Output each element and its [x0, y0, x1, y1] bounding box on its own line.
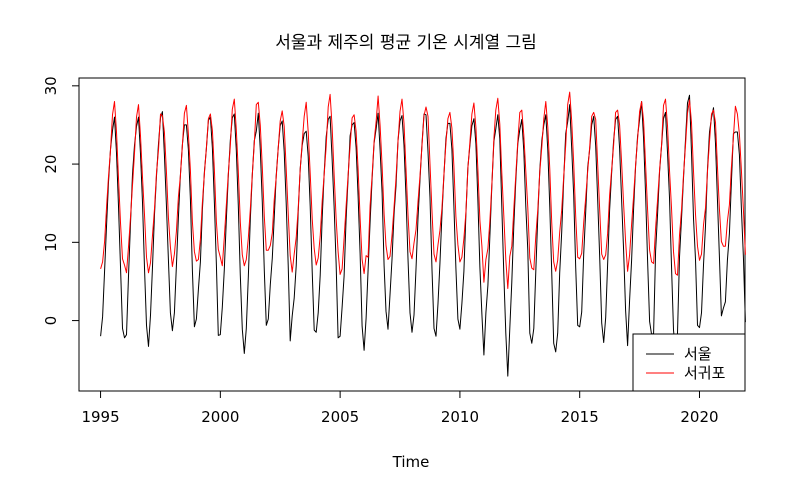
legend: 서울 서귀포: [632, 333, 746, 392]
x-tick-label: 2000: [201, 408, 239, 426]
series-line-1: [100, 91, 746, 289]
legend-label-seogwipo: 서귀포: [684, 364, 726, 382]
y-tick-label: 10: [42, 233, 60, 252]
x-axis: 1995 2000 2005 2010 2015 2020: [81, 390, 719, 426]
y-tick-label: 20: [42, 155, 60, 174]
y-tick-label: 0: [42, 316, 60, 326]
chart-title: 서울과 제주의 평균 기온 시계열 그림: [275, 33, 537, 53]
y-tick-label: 30: [42, 76, 60, 95]
legend-box: [632, 333, 746, 392]
x-tick-label: 1995: [81, 408, 119, 426]
series-layer: [100, 91, 746, 377]
x-tick-label: 2015: [561, 408, 599, 426]
x-axis-label: Time: [392, 453, 430, 471]
legend-label-seoul: 서울: [684, 345, 712, 363]
x-tick-label: 2010: [441, 408, 479, 426]
x-tick-label: 2020: [680, 408, 718, 426]
x-tick-label: 2005: [321, 408, 359, 426]
y-axis: 0 10 20 30: [42, 76, 80, 326]
